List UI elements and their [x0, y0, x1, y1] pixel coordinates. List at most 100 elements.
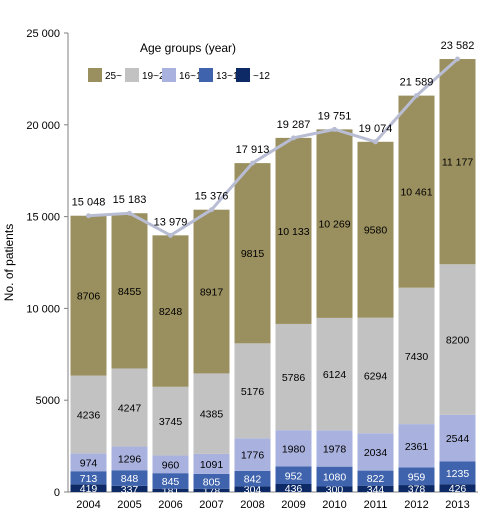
y-tick-label: 15 000 — [26, 212, 60, 224]
bar-segment — [398, 287, 435, 425]
legend-label: 16~18 — [179, 71, 208, 82]
y-tick-label: 0 — [54, 487, 60, 499]
bar-value-label: 960 — [162, 459, 180, 471]
y-tick-label: 25 000 — [26, 28, 60, 40]
bar-value-label: 848 — [121, 473, 139, 485]
bar-segment — [111, 446, 148, 471]
legend-swatch — [162, 68, 176, 82]
x-tick-label: 2010 — [322, 499, 346, 511]
bar-segment — [398, 95, 435, 288]
bar-segment — [316, 129, 353, 318]
bar-value-label: 6294 — [364, 370, 388, 382]
legend-label: 19~24 — [142, 71, 171, 82]
total-point — [168, 232, 173, 238]
total-point — [291, 135, 296, 141]
total-value-label: 21 589 — [400, 77, 434, 89]
bar-value-label: 378 — [408, 484, 426, 496]
total-point — [455, 56, 460, 62]
x-tick-label: 2006 — [158, 499, 182, 511]
bar-segment — [275, 483, 312, 492]
bar-value-label: 419 — [80, 483, 98, 495]
x-tick-label: 2007 — [199, 499, 223, 511]
bar-segment — [193, 373, 230, 454]
bar-value-label: 9815 — [241, 248, 265, 260]
bar-segment — [357, 317, 394, 434]
bar-value-label: 8706 — [77, 291, 101, 303]
bar-value-label: 2034 — [364, 447, 388, 459]
legend-swatch — [236, 68, 250, 82]
total-point — [414, 93, 419, 99]
x-tick-label: 2005 — [117, 499, 141, 511]
legend-swatch — [125, 68, 139, 82]
total-point — [86, 213, 91, 219]
bar-value-label: 2361 — [405, 441, 429, 453]
bar-value-label: 4247 — [118, 402, 142, 414]
total-point — [332, 126, 337, 132]
bar-segment — [275, 323, 312, 431]
bar-segment — [193, 453, 230, 474]
bar-segment — [70, 375, 107, 454]
bar-segment — [111, 213, 148, 369]
bar-value-label: 426 — [449, 483, 467, 495]
bar-value-label: 805 — [203, 476, 221, 488]
total-value-label: 19 074 — [359, 123, 393, 135]
bar-segment — [439, 484, 476, 492]
bar-value-label: 436 — [285, 483, 303, 495]
bar-segment — [439, 414, 476, 462]
bar-segment — [152, 488, 189, 492]
x-tick-label: 2013 — [445, 499, 469, 511]
bar-value-label: 337 — [121, 484, 139, 496]
bar-value-label: 304 — [244, 484, 262, 496]
total-value-label: 17 913 — [236, 144, 270, 156]
bar-segment — [70, 453, 107, 472]
bar-value-label: 5786 — [282, 372, 306, 384]
bar-segment — [357, 485, 394, 492]
bar-segment — [357, 141, 394, 318]
bar-segment — [152, 235, 189, 387]
x-tick-label: 2012 — [404, 499, 428, 511]
bar-value-label: 1978 — [323, 444, 347, 456]
total-point — [250, 160, 255, 166]
legend-label: 25~ — [105, 71, 122, 82]
bar-segment — [70, 471, 107, 485]
x-tick-label: 2008 — [240, 499, 264, 511]
bar-segment — [275, 466, 312, 484]
legend-title: Age groups (year) — [140, 41, 236, 55]
total-line — [88, 57, 459, 237]
bar-value-label: 4385 — [200, 409, 224, 421]
legend-label: 13~15 — [216, 71, 245, 82]
bar-segment — [439, 461, 476, 485]
bar-segment — [398, 424, 435, 468]
bar-segment — [193, 488, 230, 492]
x-tick-label: 2009 — [281, 499, 305, 511]
bar-value-label: 1235 — [446, 468, 470, 480]
total-value-label: 19 751 — [318, 110, 352, 122]
bar-segment — [316, 486, 353, 492]
bar-segment — [234, 438, 271, 471]
bar-value-label: 10 269 — [318, 219, 350, 231]
bar-value-label: 842 — [244, 474, 262, 486]
bar-segment — [152, 455, 189, 474]
bar-segment — [234, 343, 271, 439]
bar-value-label: 1091 — [200, 459, 224, 471]
bar-value-label: 8248 — [159, 306, 183, 318]
bar-segment — [152, 473, 189, 489]
bar-segment — [275, 430, 312, 467]
bar-value-label: 6124 — [323, 369, 347, 381]
bar-value-label: 9580 — [364, 225, 388, 237]
bar-value-label: 1980 — [282, 443, 306, 455]
total-point — [127, 210, 132, 216]
bar-value-label: 8455 — [118, 286, 142, 298]
bar-value-label: 10 461 — [400, 187, 432, 199]
bar-value-label: 4236 — [77, 409, 101, 421]
bar-value-label: 300 — [326, 484, 344, 496]
bar-value-label: 713 — [80, 473, 98, 485]
legend-swatch — [199, 68, 213, 82]
bar-segment — [234, 163, 271, 344]
bar-value-label: 7430 — [405, 351, 429, 363]
total-point — [209, 207, 214, 213]
y-tick-label: 5000 — [36, 395, 60, 407]
y-tick-label: 10 000 — [26, 303, 60, 315]
